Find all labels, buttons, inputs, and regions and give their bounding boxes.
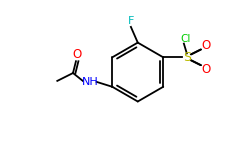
Text: F: F <box>128 16 134 26</box>
Text: Cl: Cl <box>181 34 191 44</box>
Text: O: O <box>202 63 211 76</box>
Text: NH: NH <box>82 77 99 87</box>
Text: S: S <box>183 51 191 64</box>
Text: O: O <box>72 48 82 61</box>
Text: O: O <box>202 39 211 52</box>
